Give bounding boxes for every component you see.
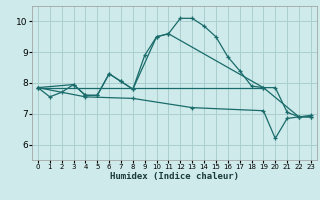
X-axis label: Humidex (Indice chaleur): Humidex (Indice chaleur) bbox=[110, 172, 239, 181]
